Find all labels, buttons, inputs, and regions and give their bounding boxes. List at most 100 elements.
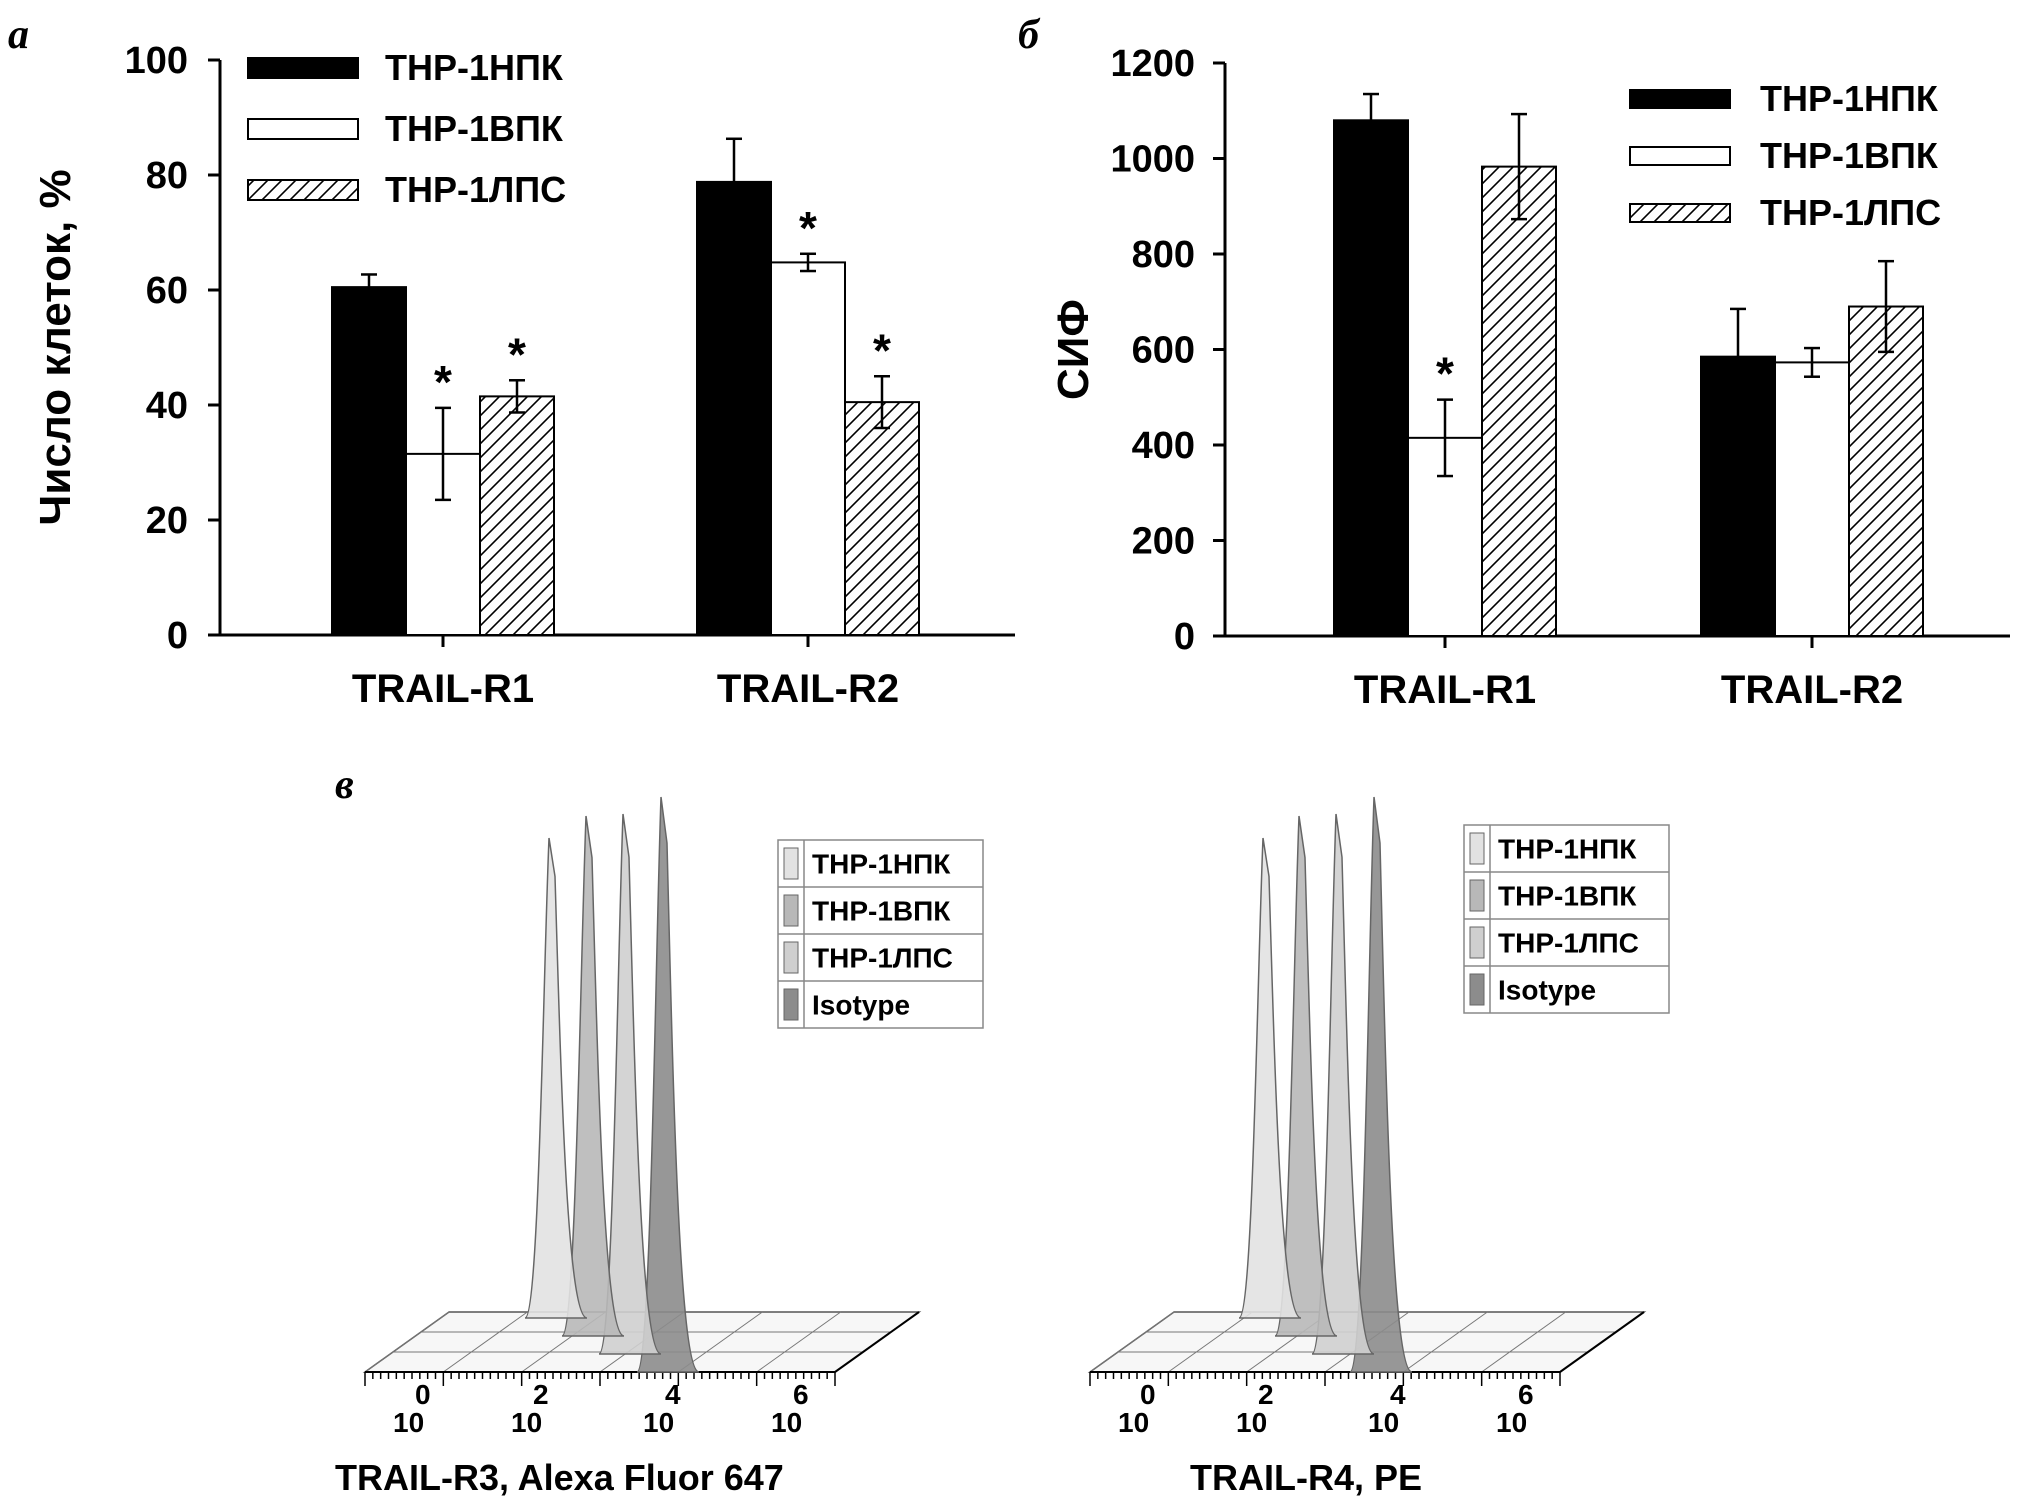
grid-line: [1481, 1311, 1566, 1373]
panel-letter: а: [8, 12, 29, 58]
bar: [1333, 119, 1409, 638]
significance-star: *: [1436, 348, 1454, 400]
bar-charts-layer: а 0 20 40 60 80 100 Число клеток, % TRAIL-R1 TRAI…: [8, 12, 2010, 712]
legend-label: THP-1ЛПС: [385, 169, 566, 210]
significance-star: *: [873, 324, 891, 376]
legend-swatch: [783, 941, 799, 974]
grid-line: [443, 1311, 528, 1373]
significance-star: *: [434, 356, 452, 408]
y-axis-label: СИФ: [1049, 299, 1098, 400]
histogram-peak: [636, 796, 700, 1373]
legend: THP-1НПК THP-1ВПК THP-1ЛПС Isotype: [1463, 824, 1670, 1014]
x-tick-label-base: 10: [643, 1407, 674, 1438]
x-tick-label-base: 10: [1118, 1407, 1149, 1438]
histogram-peak: [1238, 837, 1302, 1319]
legend-label: THP-1НПК: [385, 47, 564, 88]
y-tick-label: 0: [1174, 616, 1195, 658]
panel-letter: б: [1018, 12, 1041, 58]
legend-swatch: [1629, 146, 1731, 166]
legend-swatch: [247, 57, 359, 79]
y-axis-label: Число клеток, %: [31, 169, 80, 525]
x-tick-label-exponent: 6: [793, 1379, 809, 1410]
x-tick-label-base: 10: [393, 1407, 424, 1438]
depth-axis-line: [1559, 1311, 1645, 1373]
x-category-label: TRAIL-R1: [352, 667, 534, 711]
bar-chart-panel-1: а 0 20 40 60 80 100 Число клеток, % TRAIL-R1 TRAI…: [8, 12, 1015, 711]
bar: [844, 401, 920, 636]
legend-swatch: [1469, 973, 1485, 1006]
bar: [1481, 165, 1557, 637]
grid-line: [364, 1311, 450, 1373]
legend-swatch: [1629, 89, 1731, 109]
legend-label: THP-1ВПК: [812, 896, 951, 927]
legend-label: THP-1ВПК: [385, 108, 564, 149]
x-axis-label: TRAIL-R4, PE: [1190, 1457, 1422, 1498]
x-axis-label: TRAIL-R3, Alexa Fluor 647: [335, 1457, 784, 1498]
y-tick-label: 200: [1132, 521, 1195, 563]
y-tick-label: 1000: [1110, 139, 1195, 181]
histogram-peak: [598, 813, 662, 1355]
legend-label: THP-1НПК: [1760, 78, 1939, 119]
legend-label: THP-1ЛПС: [1498, 928, 1639, 959]
bar: [405, 452, 481, 636]
depth-axis-line: [834, 1311, 920, 1373]
grid-line: [1168, 1311, 1253, 1373]
histogram-peak: [1311, 813, 1375, 1355]
bar: [1848, 305, 1924, 637]
y-tick-label: 40: [146, 385, 188, 427]
grid-line: [1403, 1311, 1488, 1373]
histogram-peak: [524, 837, 588, 1319]
bar: [696, 180, 772, 636]
x-tick-label-exponent: 6: [1518, 1379, 1534, 1410]
legend-label: THP-1ВПК: [1498, 881, 1637, 912]
x-tick-label-base: 10: [1496, 1407, 1527, 1438]
x-tick-label-base: 10: [771, 1407, 802, 1438]
legend-label: THP-1НПК: [812, 849, 951, 880]
legend-label: THP-1НПК: [1498, 834, 1637, 865]
bar: [331, 286, 407, 636]
legend-swatch: [1629, 203, 1731, 223]
x-tick-label-exponent: 0: [415, 1379, 431, 1410]
x-tick-label-exponent: 4: [1390, 1379, 1406, 1410]
bar: [770, 261, 846, 636]
significance-star: *: [508, 328, 526, 380]
x-tick-label-exponent: 2: [533, 1379, 549, 1410]
legend-label: THP-1ВПК: [1760, 135, 1939, 176]
grid-line: [1089, 1311, 1175, 1373]
bar: [479, 395, 555, 636]
x-tick-label-exponent: 2: [1258, 1379, 1274, 1410]
legend-swatch: [1469, 832, 1485, 865]
legend-swatch: [1469, 926, 1485, 959]
y-tick-label: 800: [1132, 234, 1195, 276]
legend: THP-1НПК THP-1ВПК THP-1ЛПС: [1629, 78, 1941, 233]
x-tick-label-base: 10: [511, 1407, 542, 1438]
legend-label: THP-1ЛПС: [812, 943, 953, 974]
grid-line: [756, 1311, 841, 1373]
x-tick-label-exponent: 4: [665, 1379, 681, 1410]
legend-label: THP-1ЛПС: [1760, 192, 1941, 233]
legend-swatch: [783, 847, 799, 880]
y-tick-label: 80: [146, 155, 188, 197]
y-tick-label: 1200: [1110, 43, 1195, 85]
x-category-label: TRAIL-R1: [1354, 668, 1536, 712]
y-tick-label: 60: [146, 270, 188, 312]
legend-label: Isotype: [1498, 975, 1596, 1006]
legend: THP-1НПК THP-1ВПК THP-1ЛПС: [247, 47, 566, 210]
x-category-label: TRAIL-R2: [717, 667, 899, 711]
x-tick-label-base: 10: [1368, 1407, 1399, 1438]
histogram-peak: [1274, 815, 1338, 1337]
legend-swatch: [1469, 879, 1485, 912]
bar-chart-panel-2: б 0 200 400 600 800 1000 1200 СИФ TRAIL-R1 TRAIL-R…: [1018, 12, 2010, 712]
significance-star: *: [799, 202, 817, 254]
legend-label: Isotype: [812, 990, 910, 1021]
legend-swatch: [783, 988, 799, 1021]
panel-letter: в: [335, 762, 354, 808]
histogram-peak: [561, 815, 625, 1337]
legend-swatch: [247, 179, 359, 201]
y-tick-label: 600: [1132, 330, 1195, 372]
x-tick-label-base: 10: [1236, 1407, 1267, 1438]
